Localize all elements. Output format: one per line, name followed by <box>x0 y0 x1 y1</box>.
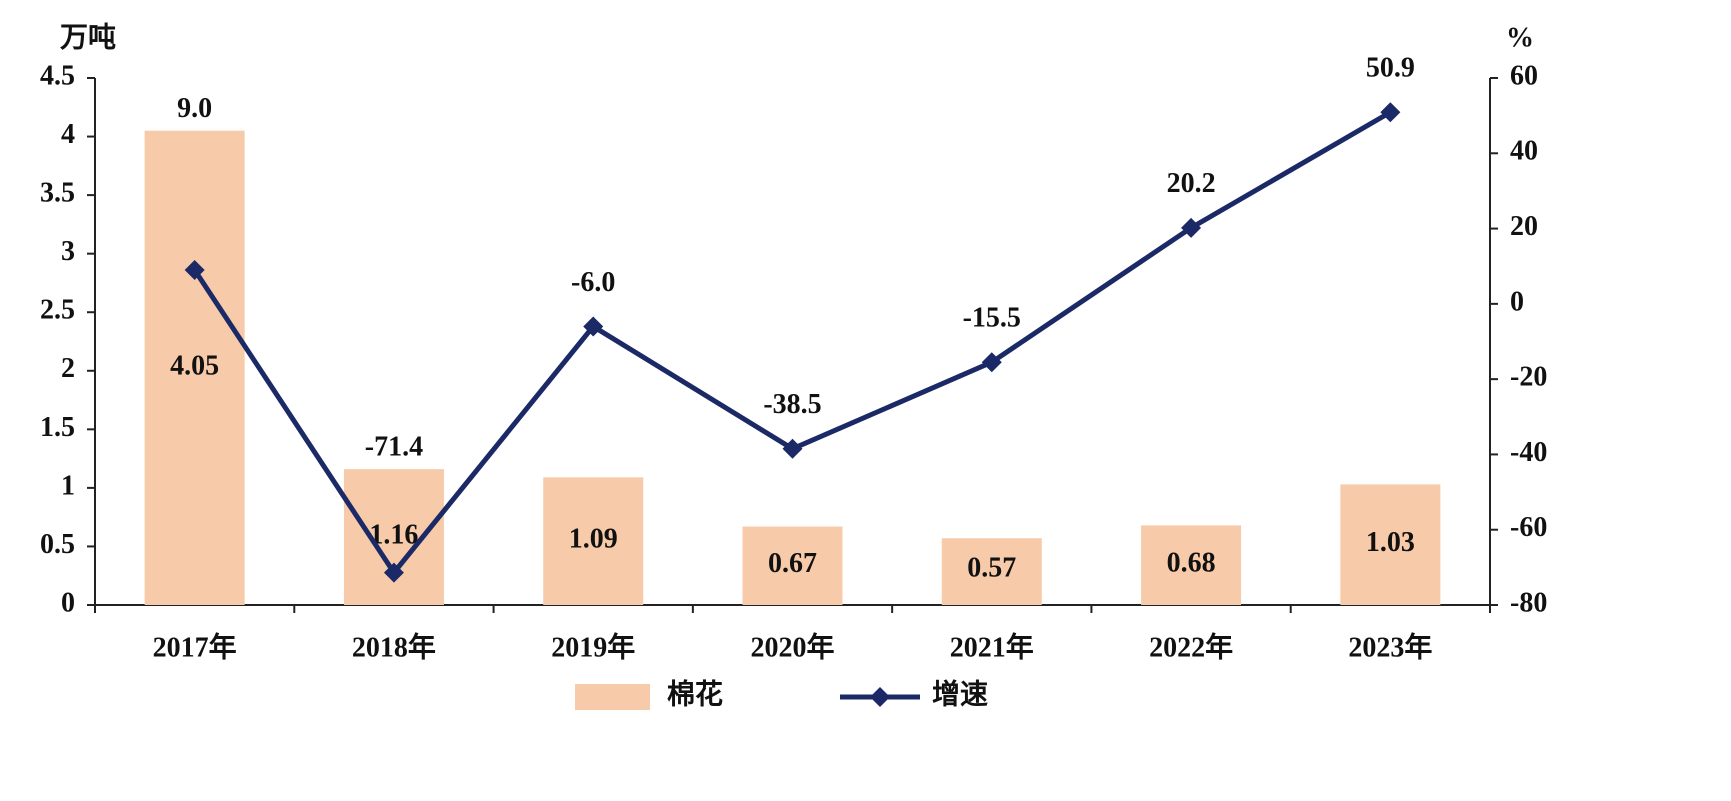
marker <box>981 352 1002 373</box>
y2-tick-label: -60 <box>1510 512 1547 543</box>
legend-swatch <box>575 684 650 710</box>
y2-tick-label: -40 <box>1510 437 1547 468</box>
y-tick-label: 4 <box>61 119 75 150</box>
marker <box>383 562 404 583</box>
x-tick-label: 2021年 <box>950 630 1034 663</box>
y-tick-label: 1.5 <box>40 412 75 443</box>
y-tick-label: 2.5 <box>40 295 75 326</box>
bar-value-label: 1.03 <box>1366 527 1415 558</box>
marker <box>583 316 604 337</box>
y-tick-label: 3 <box>61 236 75 267</box>
line-value-label: -71.4 <box>365 432 423 463</box>
y-tick-label: 2 <box>61 353 75 384</box>
y-tick-label: 0.5 <box>40 529 75 560</box>
bar <box>144 130 245 605</box>
legend-marker <box>870 687 890 707</box>
x-tick-label: 2019年 <box>551 630 635 663</box>
marker <box>1380 102 1401 123</box>
y2-tick-label: 40 <box>1510 136 1538 167</box>
line-value-label: 20.2 <box>1167 168 1216 199</box>
y-tick-label: 1 <box>61 470 75 501</box>
marker <box>184 259 205 280</box>
marker <box>782 438 803 459</box>
y-tick-label: 3.5 <box>40 178 75 209</box>
bar <box>1340 484 1441 605</box>
y2-tick-label: 20 <box>1510 211 1538 242</box>
line-value-label: 9.0 <box>177 93 212 124</box>
bar <box>941 538 1042 605</box>
marker <box>1181 217 1202 238</box>
legend-label: 增速 <box>932 678 988 710</box>
y-axis-label: 万吨 <box>60 21 116 53</box>
bar-value-label: 1.09 <box>569 524 618 555</box>
bar-value-label: 0.68 <box>1167 548 1216 579</box>
bar-value-label: 0.67 <box>768 548 817 579</box>
bar <box>543 477 644 605</box>
y2-tick-label: 60 <box>1510 60 1538 91</box>
bar <box>1141 525 1242 605</box>
x-tick-label: 2023年 <box>1348 630 1432 663</box>
x-tick-label: 2018年 <box>352 630 436 663</box>
legend-label: 棉花 <box>667 678 723 710</box>
y2-tick-label: 0 <box>1510 286 1524 317</box>
y-tick-label: 0 <box>61 587 75 618</box>
y2-tick-label: -20 <box>1510 362 1547 393</box>
x-tick-label: 2022年 <box>1149 630 1233 663</box>
x-tick-label: 2020年 <box>750 630 834 663</box>
bar-value-label: 4.05 <box>170 350 219 381</box>
y-tick-label: 4.5 <box>40 60 75 91</box>
line-value-label: -15.5 <box>963 303 1021 334</box>
bar <box>742 526 843 605</box>
line-value-label: 50.9 <box>1366 53 1415 84</box>
line-value-label: -6.0 <box>571 267 615 298</box>
x-tick-label: 2017年 <box>153 630 237 663</box>
bar-value-label: 0.57 <box>967 552 1016 583</box>
y2-axis-label: % <box>1506 22 1534 53</box>
y2-tick-label: -80 <box>1510 587 1547 618</box>
line-value-label: -38.5 <box>763 389 821 420</box>
